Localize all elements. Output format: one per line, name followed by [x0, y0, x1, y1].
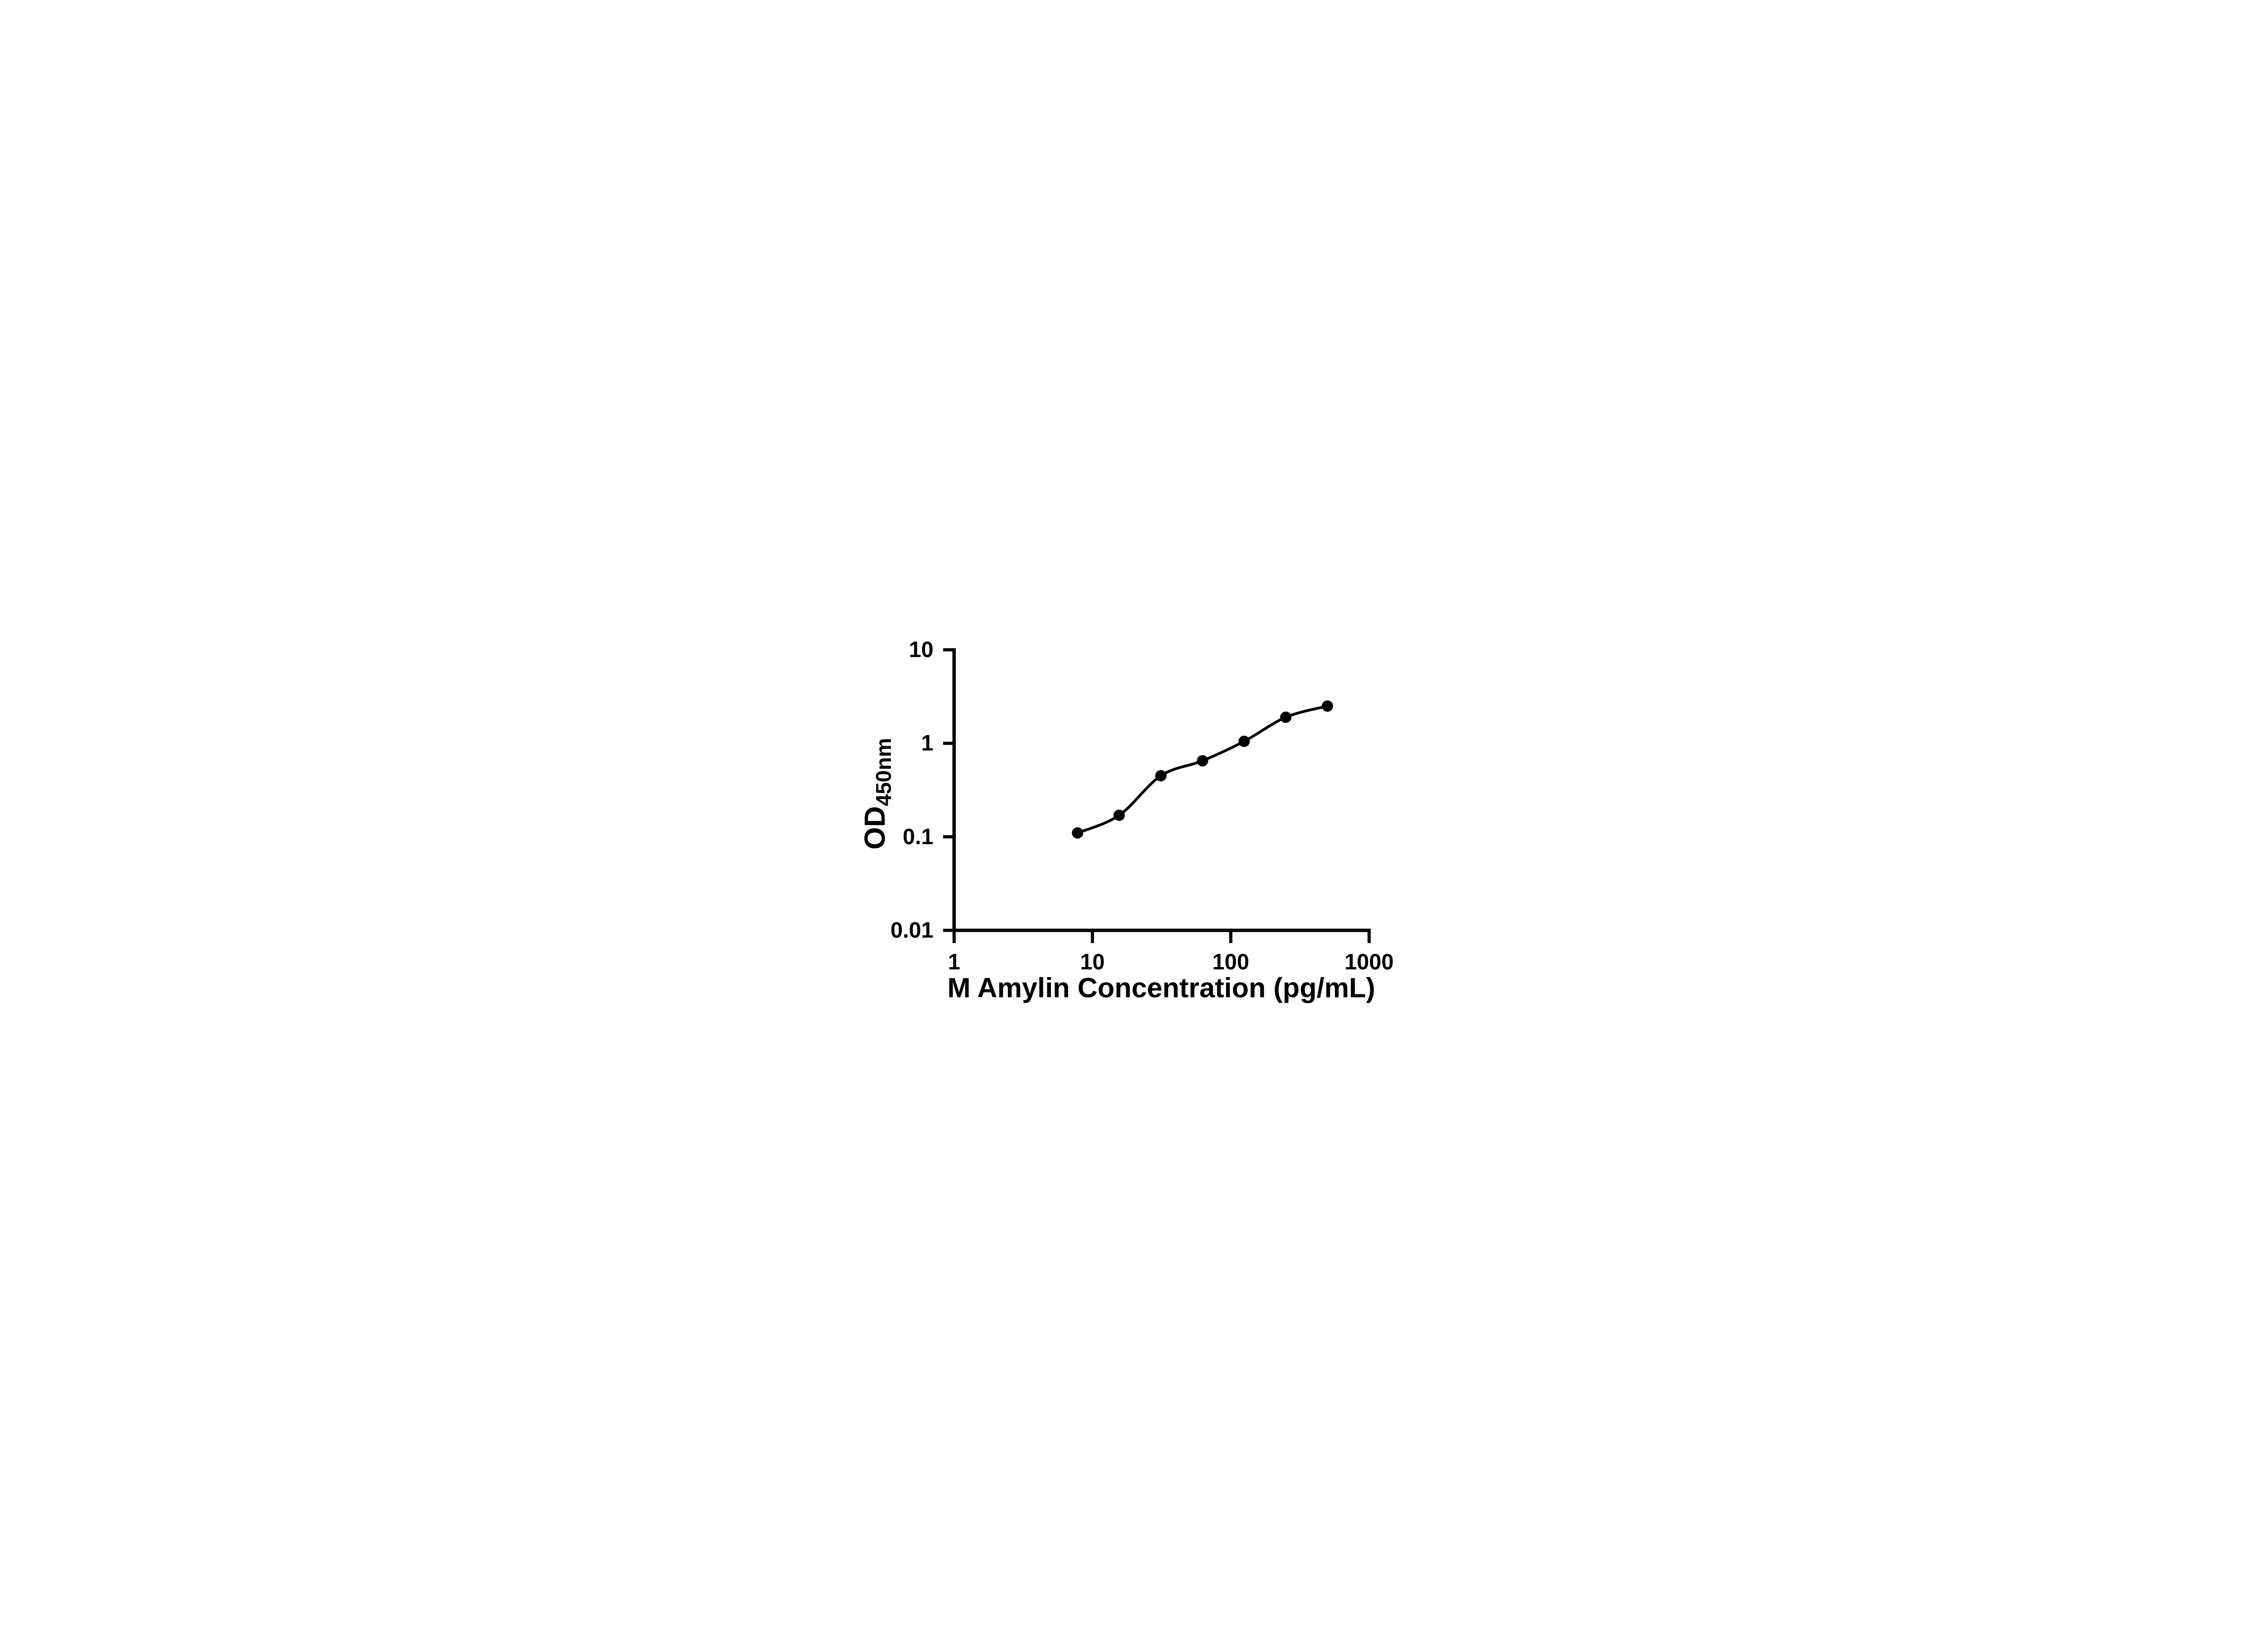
data-point — [1113, 809, 1125, 821]
plot-background — [842, 612, 1426, 1021]
x-tick-label: 1 — [948, 950, 960, 974]
x-axis-title: M Amylin Concentration (pg/mL) — [947, 973, 1375, 1003]
x-axis-ticks: 1 10 100 1000 — [948, 930, 1393, 974]
elisa-standard-curve-figure: 10 1 0.1 0.01 1 10 100 1000 M Amylin Concentra… — [842, 612, 1426, 1021]
y-tick-label: 0.01 — [890, 918, 934, 943]
y-axis-title-subscript: 450nm — [872, 738, 896, 806]
y-axis-title-main: OD — [858, 806, 891, 850]
x-tick-label: 1000 — [1344, 950, 1393, 974]
data-point — [1155, 770, 1167, 782]
data-point — [1321, 700, 1333, 712]
data-points — [1071, 700, 1333, 839]
data-point — [1238, 735, 1250, 747]
y-tick-label: 1 — [921, 731, 933, 756]
y-axis-ticks: 10 1 0.1 0.01 — [890, 638, 954, 943]
data-point — [1280, 711, 1291, 723]
x-tick-label: 10 — [1080, 950, 1105, 974]
x-tick-label: 100 — [1212, 950, 1249, 974]
y-axis-title: OD450nm — [858, 738, 896, 850]
y-tick-label: 10 — [909, 638, 933, 662]
y-tick-label: 0.1 — [903, 825, 934, 849]
data-point — [1197, 755, 1208, 767]
standard-curve-chart: 10 1 0.1 0.01 1 10 100 1000 M Amylin Concentra… — [842, 612, 1426, 1021]
data-point — [1071, 827, 1083, 839]
